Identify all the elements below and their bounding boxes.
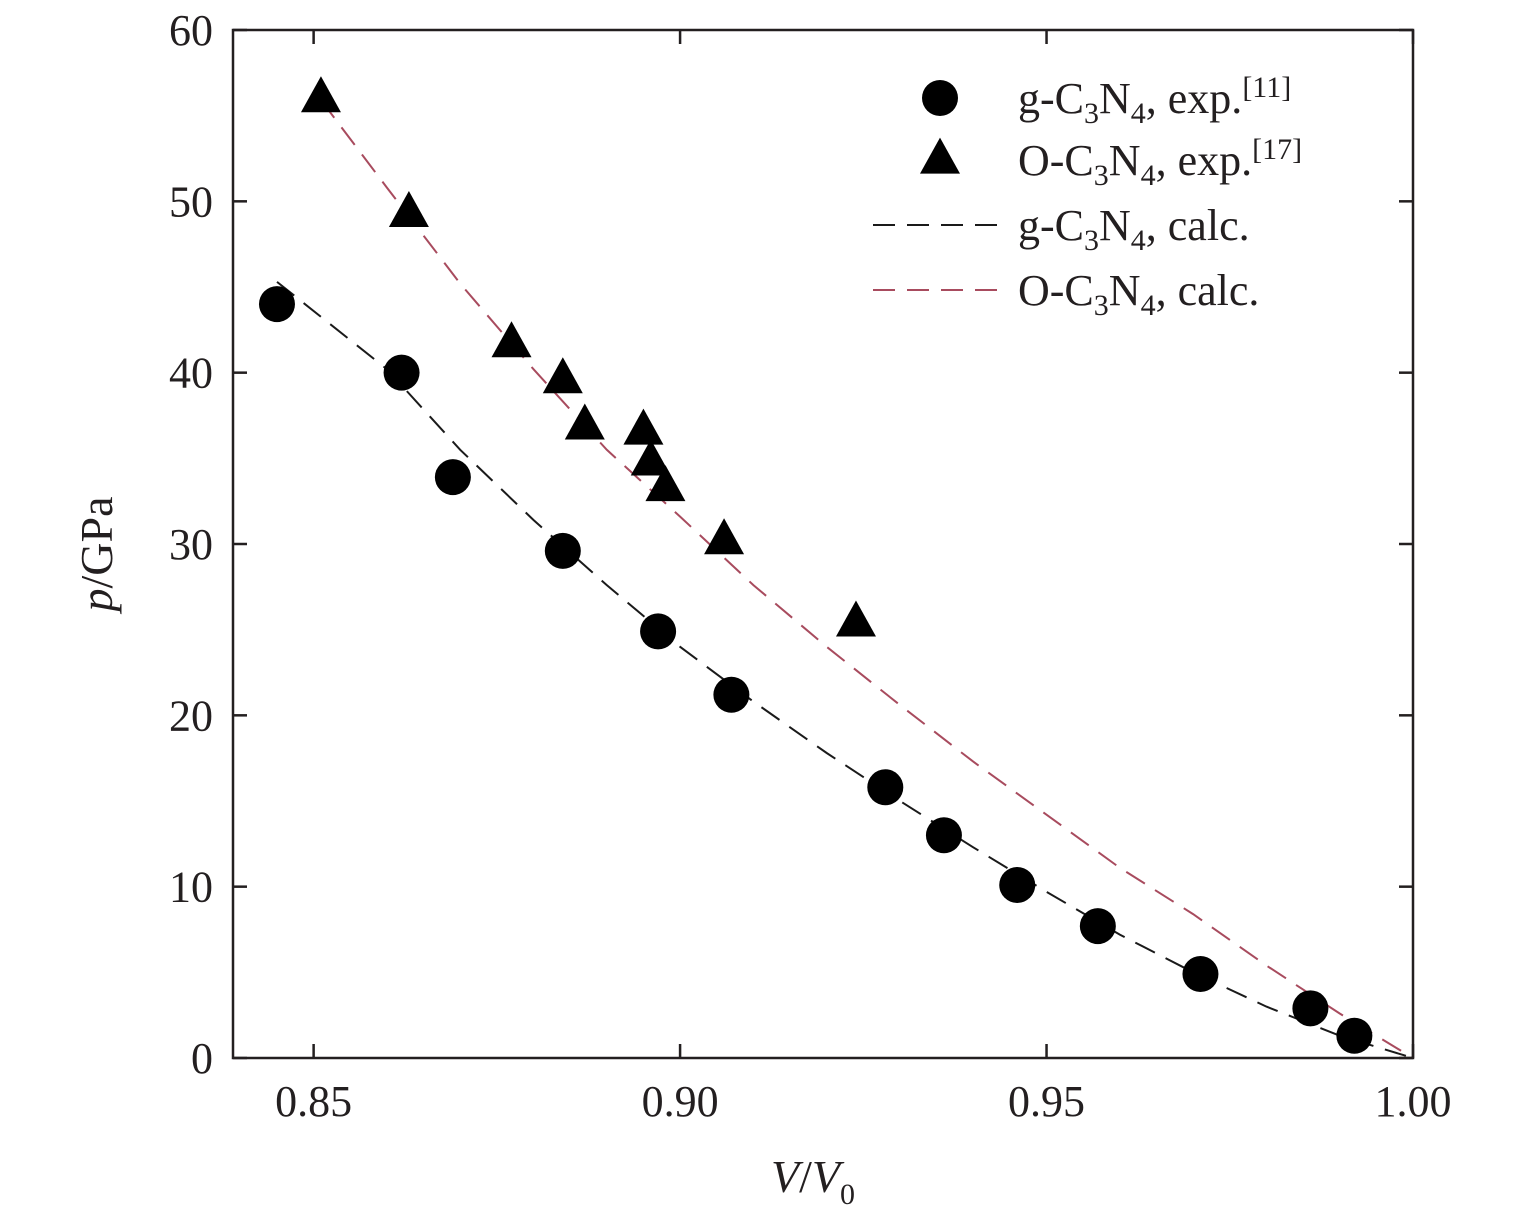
data-points xyxy=(258,76,1373,1054)
o-exp-point xyxy=(491,321,532,358)
y-tick-label: 40 xyxy=(169,349,213,398)
y-tick-label: 60 xyxy=(169,6,213,55)
legend-label-subscript: 4 xyxy=(1141,289,1156,322)
legend-label-part: g-C xyxy=(1018,74,1084,123)
legend-label-1: O-C3N4, exp.[17] xyxy=(1018,133,1302,192)
legend-label-part: O-C xyxy=(1018,136,1094,185)
legend-label-subscript: 4 xyxy=(1131,224,1146,257)
g-exp-point xyxy=(434,459,471,496)
o-exp-point xyxy=(630,439,671,476)
g-exp-point xyxy=(1079,908,1116,945)
y-tick-label: 0 xyxy=(191,1034,213,1083)
o-exp-point xyxy=(623,408,664,445)
g-exp-point xyxy=(867,769,904,806)
legend-label-superscript: [17] xyxy=(1252,133,1302,166)
legend-label-part: N xyxy=(1099,201,1131,250)
legend-triangle-marker xyxy=(920,137,960,174)
y-axis-title-unit: /GPa xyxy=(71,497,122,589)
x-axis-title-sep: / xyxy=(799,1151,812,1202)
g-exp-point xyxy=(383,354,420,391)
y-tick-label: 10 xyxy=(169,863,213,912)
g-exp-point xyxy=(258,286,295,323)
g-exp-point xyxy=(1336,1017,1373,1054)
x-tick-label: 0.85 xyxy=(275,1077,352,1126)
g-exp-point xyxy=(640,613,677,650)
g-exp-point xyxy=(999,866,1036,903)
y-axis-title: p/GPa xyxy=(71,497,122,615)
y-tick-label: 30 xyxy=(169,520,213,569)
legend-label-0: g-C3N4, exp.[11] xyxy=(1018,71,1291,130)
legend-label-part: , calc. xyxy=(1156,266,1260,315)
o-exp-point xyxy=(300,76,341,113)
y-tick-label: 50 xyxy=(169,177,213,226)
g-exp-point xyxy=(544,532,581,569)
legend-label-part: N xyxy=(1099,74,1131,123)
legend-circle-marker xyxy=(922,80,958,116)
o-exp-point xyxy=(704,518,745,555)
o-exp-point xyxy=(645,465,686,502)
calc-lines xyxy=(276,99,1414,1059)
g-exp-point xyxy=(713,676,750,713)
x-axis-title-v0: V xyxy=(812,1151,845,1202)
legend-label-subscript: 3 xyxy=(1084,224,1099,257)
legend-label-subscript: 4 xyxy=(1131,97,1146,130)
legend-label-subscript: 3 xyxy=(1094,289,1109,322)
x-tick-label: 0.95 xyxy=(1008,1077,1085,1126)
axis-ticks: 0.85 0.90 0.95 1.00 0 10 20 30 40 50 60 xyxy=(169,6,1452,1126)
calc-line-3 xyxy=(320,99,1414,1059)
legend-label-part: , exp. xyxy=(1146,74,1243,123)
o-exp-point xyxy=(564,403,605,440)
o-exp-point xyxy=(542,357,583,394)
y-tick-label: 20 xyxy=(169,691,213,740)
x-tick-label: 0.90 xyxy=(642,1077,719,1126)
legend-label-part: O-C xyxy=(1018,266,1094,315)
o-exp-point xyxy=(388,191,429,228)
y-axis-title-p: p xyxy=(71,589,122,615)
x-axis-title: V/V0 xyxy=(771,1151,855,1211)
legend-label-part: , calc. xyxy=(1146,201,1250,250)
legend-label-part: g-C xyxy=(1018,201,1084,250)
legend-label-subscript: 3 xyxy=(1084,97,1099,130)
legend-label-subscript: 4 xyxy=(1141,159,1156,192)
g-exp-point xyxy=(1182,956,1219,993)
legend: g-C3N4, exp.[11]O-C3N4, exp.[17]g-C3N4, … xyxy=(873,71,1302,322)
legend-label-2: g-C3N4, calc. xyxy=(1018,201,1250,257)
x-tick-label: 1.00 xyxy=(1375,1077,1452,1126)
g-exp-point xyxy=(925,817,962,854)
legend-label-subscript: 3 xyxy=(1094,159,1109,192)
x-axis-title-sub: 0 xyxy=(840,1178,855,1211)
legend-label-part: N xyxy=(1109,266,1141,315)
o-exp-point xyxy=(835,600,876,637)
g-exp-point xyxy=(1292,990,1329,1027)
legend-label-part: N xyxy=(1109,136,1141,185)
x-axis-title-v: V xyxy=(771,1151,804,1202)
legend-label-part: , exp. xyxy=(1156,136,1253,185)
legend-label-superscript: [11] xyxy=(1242,71,1291,104)
calc-line-2 xyxy=(276,281,1414,1059)
legend-label-3: O-C3N4, calc. xyxy=(1018,266,1259,322)
